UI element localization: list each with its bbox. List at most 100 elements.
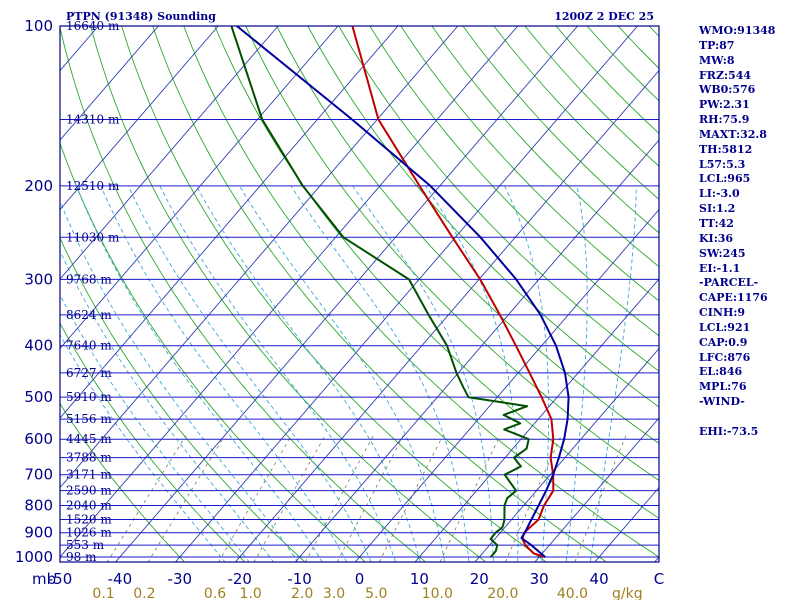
temperature-axis-label: -30	[168, 570, 193, 588]
isobar-lines	[60, 26, 659, 562]
mixing-ratio-axis-label: 1.0	[240, 586, 262, 600]
stat-line: LCL:965	[699, 172, 751, 186]
sounding-stats-panel: WMO:91348 TP:87 MW:8 FRZ:544 WB0:576 PW:2.31 R…	[699, 24, 799, 440]
stat-line: MW:8	[699, 53, 735, 67]
dry-adiabat-line	[60, 402, 186, 562]
temperature-axis-label: 20	[470, 570, 489, 588]
moist-adiabat-line	[352, 185, 494, 562]
dewpoint-profile-line	[230, 26, 530, 558]
mixing-ratio-axis-label: 2.0	[291, 586, 313, 600]
pressure-axis-label: 1000	[15, 548, 53, 566]
stat-line: PW:2.31	[699, 98, 750, 112]
stat-line: -WIND-	[699, 395, 745, 409]
mixing-ratio-axis-label: 3.0	[323, 586, 345, 600]
stat-line: KI:36	[699, 231, 734, 245]
mixing-ratio-axis-label: 10.0	[422, 586, 453, 600]
height-label: 7640 m	[66, 339, 112, 353]
dry-adiabat-line	[60, 236, 306, 562]
mixing-ratio-line	[574, 435, 627, 562]
pressure-axis-label: 800	[24, 497, 53, 515]
height-label: 3171 m	[66, 468, 112, 482]
temperature-axis-label: C	[654, 570, 664, 588]
mixing-ratio-axis-label: 20.0	[487, 586, 518, 600]
sounding-profiles	[230, 26, 570, 558]
isotherm-line	[60, 26, 219, 211]
moist-adiabat-line	[60, 293, 250, 562]
temperature-axis-label: 0	[355, 570, 365, 588]
stat-line: L57:5.3	[699, 157, 746, 171]
isotherm-line	[414, 278, 659, 562]
stat-line: SI:1.2	[699, 202, 736, 216]
dry-adiabat-line	[60, 322, 246, 562]
temperature-axis-label: -40	[108, 570, 133, 588]
height-label: 5910 m	[66, 390, 112, 404]
height-label: 2040 m	[66, 499, 112, 513]
dry-adiabat-line	[338, 26, 659, 372]
mixing-ratio-axis-label: 0.2	[133, 586, 155, 600]
stat-line: MAXT:32.8	[699, 127, 767, 141]
temperature-axis-label: -10	[287, 570, 312, 588]
temperature-axis-label: 30	[530, 570, 549, 588]
isotherm-line	[354, 208, 659, 562]
stat-line: RH:75.9	[699, 113, 750, 127]
pressure-axis-label: 400	[24, 337, 53, 355]
pressure-axis-label: 300	[24, 270, 53, 288]
isotherm-line	[60, 26, 519, 558]
moist-adiabat-line	[127, 185, 372, 562]
chart-time: 1200Z 2 DEC 25	[554, 10, 654, 23]
height-label: 12510 m	[66, 179, 120, 193]
height-label: 1520 m	[66, 513, 112, 527]
pressure-axis-label: 200	[24, 177, 53, 195]
isotherm-line	[60, 26, 339, 350]
chart-labels: 16640 m 14310 m 12510 m 11030 m 9768 m 8624 m…	[15, 17, 664, 600]
pressure-units-label: mb	[32, 570, 56, 588]
stat-line: LI:-3.0	[699, 187, 740, 201]
temperature-axis-label: 10	[410, 570, 429, 588]
pressure-axis-label: 700	[24, 466, 53, 484]
dry-adiabat-line	[90, 26, 487, 562]
dry-adiabat-line	[307, 26, 659, 408]
mixing-ratio-line	[106, 435, 187, 562]
stat-line: TP:87	[699, 38, 735, 52]
stat-line: MPL:76	[699, 380, 747, 394]
mixing-ratio-line	[378, 435, 444, 562]
dry-adiabat-line	[183, 26, 659, 558]
isotherm-line	[234, 69, 659, 562]
height-label: 2590 m	[66, 484, 112, 498]
dry-adiabat-line	[214, 26, 659, 519]
mixing-ratio-axis-label: 0.6	[204, 586, 226, 600]
mixing-ratio-unit-label: g/kg	[612, 586, 643, 600]
moist-adiabat-line	[195, 185, 421, 562]
moist-adiabat-line	[100, 185, 348, 562]
pressure-axis-label: 600	[24, 430, 53, 448]
isotherm-line	[60, 26, 399, 419]
isotherm-line	[60, 26, 279, 280]
height-label: 11030 m	[66, 230, 120, 244]
height-label: 4445 m	[66, 432, 112, 446]
mixing-ratio-line	[305, 435, 374, 562]
moist-adiabat-line	[589, 185, 637, 562]
isotherm-line	[60, 26, 459, 489]
moist-adiabat-line	[60, 200, 299, 562]
moist-adiabat-line	[159, 185, 397, 562]
temperature-axis-label: 40	[590, 570, 609, 588]
mixing-ratio-line	[253, 435, 326, 562]
isotherm-line	[534, 417, 659, 562]
height-label: 3788 m	[66, 451, 112, 465]
isotherm-line	[294, 139, 659, 562]
mixing-ratio-line	[336, 435, 404, 562]
dry-adiabat-line	[60, 26, 427, 562]
stat-line: CAP:0.9	[699, 335, 748, 349]
background-grid	[60, 26, 659, 562]
mixing-ratio-axis-label: 40.0	[557, 586, 588, 600]
mixing-ratio-axis-label: 0.1	[92, 586, 114, 600]
mixing-ratio-line	[218, 435, 292, 562]
stat-line: EHI:-73.5	[699, 424, 759, 438]
stat-line: CINH:9	[699, 306, 746, 320]
pressure-axis-label: 900	[24, 524, 53, 542]
stat-line: TT:42	[699, 216, 734, 230]
mixing-ratio-axis-label: 5.0	[365, 586, 387, 600]
stat-line: LCL:921	[699, 320, 751, 334]
moist-adiabat-line	[290, 185, 470, 562]
